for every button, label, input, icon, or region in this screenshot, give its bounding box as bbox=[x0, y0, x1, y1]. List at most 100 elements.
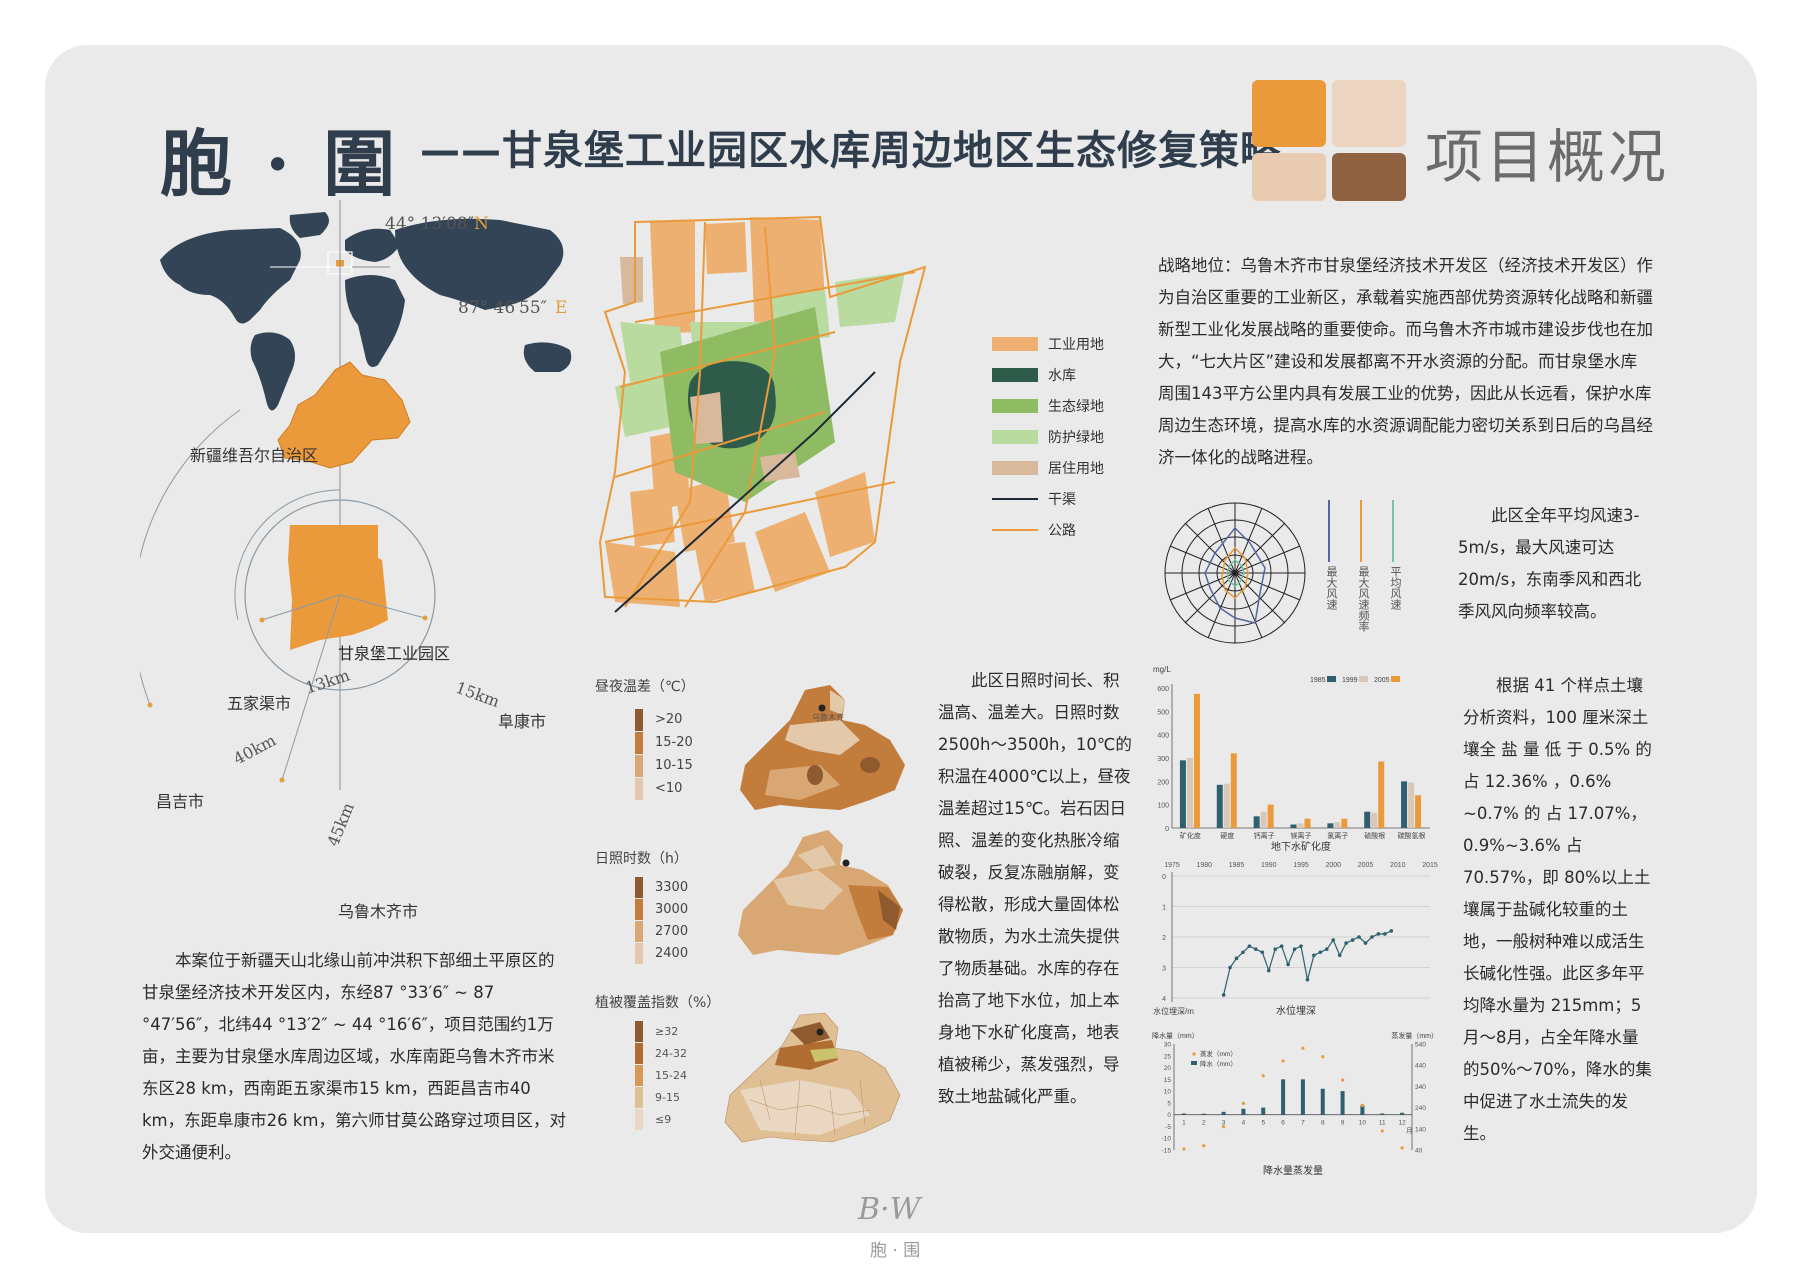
intro-paragraph: 本案位于新疆天山北缘山前冲洪积下部细土平原区的甘泉堡经济技术开发区内，东经87 … bbox=[142, 951, 566, 1162]
city-changji-label: 昌吉市 bbox=[156, 792, 205, 811]
pe-precip-bar bbox=[1300, 1079, 1305, 1115]
pe-ytick-label: -10 bbox=[1162, 1136, 1172, 1143]
lat-value: 44° 13′08″ bbox=[385, 214, 475, 234]
climate-legend-1-swatch-1 bbox=[635, 708, 643, 731]
industrial-block-8 bbox=[695, 542, 755, 602]
legend-item-residential: 居住用地 bbox=[992, 452, 1104, 483]
gw-bar bbox=[1408, 782, 1415, 828]
climate-legend-2-swatch-1 bbox=[635, 876, 643, 898]
sun-map-zone-4 bbox=[798, 845, 836, 870]
wd-point bbox=[1376, 932, 1381, 936]
rose-max-freq bbox=[1221, 546, 1249, 600]
climate-legend-3-row-5: ≤9 bbox=[595, 1108, 720, 1130]
legend-label-canal: 干渠 bbox=[1048, 491, 1076, 508]
pe-evap-point bbox=[1340, 1078, 1345, 1082]
climate-legend-2: 日照时数（h） 3300 3000 2700 2400 bbox=[595, 848, 688, 964]
road-2 bbox=[619, 331, 836, 388]
wd-xtick-label: 2005 bbox=[1358, 862, 1374, 869]
pe-evap-point bbox=[1182, 1147, 1186, 1151]
climate-legend-2-row-4: 2400 bbox=[595, 942, 688, 964]
city-dot-fukang bbox=[422, 615, 428, 621]
legend-swatch-reservoir bbox=[992, 367, 1038, 382]
wind-legend-label-1: 最大风速 bbox=[1325, 566, 1338, 610]
city-fukang-label: 阜康市 bbox=[498, 712, 547, 731]
pe-y2tick-label: 40 bbox=[1415, 1148, 1423, 1155]
pe-ytick-label: -5 bbox=[1165, 1124, 1171, 1131]
industrial-block-2 bbox=[705, 222, 747, 274]
pe-precip-bar bbox=[1241, 1108, 1246, 1115]
gw-bar bbox=[1186, 758, 1193, 828]
swatch-beige-light bbox=[1332, 80, 1406, 147]
city-wujiaqu-label: 五家渠市 bbox=[227, 694, 292, 713]
city-urumqi-label: 乌鲁木齐市 bbox=[338, 902, 419, 921]
wd-xtick-label: 2010 bbox=[1390, 862, 1406, 869]
region-label: 新疆维吾尔自治区 bbox=[190, 446, 319, 465]
wd-point bbox=[1344, 941, 1348, 945]
temp-map-zone-1 bbox=[785, 720, 860, 755]
wd-ytick-label: 1 bbox=[1162, 905, 1166, 912]
gw-legend-label: 1985 bbox=[1310, 677, 1326, 684]
climate-legend-1-row-4: <10 bbox=[595, 777, 695, 800]
gw-category-label: 矿化度 bbox=[1180, 831, 1201, 840]
legend-label-ecological: 生态绿地 bbox=[1048, 398, 1104, 415]
wind-legend-label-3: 平均风速 bbox=[1389, 566, 1402, 610]
pe-precip-bar bbox=[1340, 1091, 1345, 1115]
line-wujiaqu bbox=[261, 594, 341, 621]
climate-legend-3-swatch-4 bbox=[635, 1086, 643, 1108]
buffer-green-4 bbox=[835, 272, 905, 327]
sun-map-zone-1 bbox=[773, 870, 843, 910]
pe-evap-point bbox=[1400, 1146, 1404, 1150]
pe-month-label: 2 bbox=[1202, 1120, 1206, 1127]
rose-avg-speed bbox=[1226, 558, 1245, 587]
veg-map-boundaries-2 bbox=[759, 1079, 866, 1136]
rose-axis-d6 bbox=[1207, 507, 1263, 639]
swatch-brown bbox=[1332, 153, 1406, 201]
gw-bar bbox=[1364, 811, 1371, 828]
pe-precip-bar bbox=[1380, 1113, 1385, 1115]
wd-point bbox=[1350, 938, 1355, 942]
soil-paragraph: 根据 41 个样点土壤分析资料，100 厘米深土壤全 盐 量 低 于 0.5% … bbox=[1463, 676, 1652, 1143]
legend-item-buffer: 防护绿地 bbox=[992, 421, 1104, 452]
gw-category-label: 镁离子 bbox=[1291, 831, 1312, 840]
swatch-beige bbox=[1252, 153, 1326, 201]
legend-item-ecological: 生态绿地 bbox=[992, 390, 1104, 421]
wd-point bbox=[1389, 929, 1394, 933]
lat-label: 44° 13′08″N bbox=[385, 214, 489, 234]
gw-ytick-label: 300 bbox=[1157, 756, 1169, 763]
climate-legend-1-label-1: >20 bbox=[655, 712, 683, 727]
lon-value: 87° 46′55″ bbox=[458, 298, 548, 318]
pe-month-label: 3 bbox=[1222, 1120, 1226, 1127]
wd-xtick-label: 2000 bbox=[1325, 862, 1341, 869]
pe-month-label: 10 bbox=[1359, 1120, 1367, 1127]
wind-legend-line-1 bbox=[1328, 500, 1330, 562]
industrial-block-1 bbox=[650, 220, 695, 334]
wd-point bbox=[1305, 977, 1310, 982]
gw-legend-swatch bbox=[1359, 676, 1368, 682]
pe-legend-precip-swatch bbox=[1191, 1061, 1197, 1065]
south-america-shape bbox=[250, 332, 295, 411]
sun-map-pin-icon bbox=[842, 859, 850, 867]
legend-swatch-ecological bbox=[992, 398, 1038, 413]
climate-legend-3-label-1: ≥32 bbox=[655, 1024, 679, 1038]
wd-xtick-label: 1995 bbox=[1293, 862, 1309, 869]
wd-xtick-label: 1985 bbox=[1229, 862, 1245, 869]
pe-y2tick-label: 540 bbox=[1415, 1042, 1426, 1049]
pe-month-label: 9 bbox=[1341, 1120, 1345, 1127]
pe-y2tick-label: 140 bbox=[1415, 1126, 1426, 1133]
wind-rose bbox=[1164, 502, 1306, 644]
legend-label-residential: 居住用地 bbox=[1048, 460, 1104, 477]
wd-point bbox=[1247, 944, 1252, 948]
greenland-shape bbox=[289, 212, 329, 238]
wd-point bbox=[1325, 947, 1329, 951]
climate-legend-3: 植被覆盖指数（%） ≥32 24-32 15-24 9-15 ≤9 bbox=[595, 992, 720, 1130]
climate-legend-3-label-2: 24-32 bbox=[655, 1046, 687, 1060]
pe-precip-bar bbox=[1221, 1111, 1226, 1115]
europe-shape bbox=[345, 228, 400, 262]
pe-month-label: 7 bbox=[1301, 1120, 1305, 1127]
pe-precip-bar bbox=[1281, 1079, 1286, 1115]
gw-legend-swatch bbox=[1327, 676, 1336, 682]
pe-ytick-label: 5 bbox=[1167, 1100, 1171, 1107]
wd-xtick-label: 1990 bbox=[1261, 862, 1277, 869]
gw-ylabel: mg/L bbox=[1153, 665, 1171, 674]
climate-legend-3-swatch-1 bbox=[635, 1020, 643, 1042]
